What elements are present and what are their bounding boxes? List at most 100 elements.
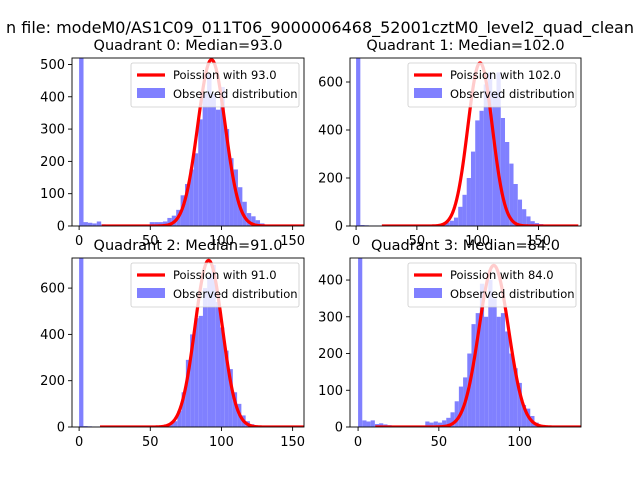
- histogram-bar: [356, 58, 361, 226]
- quadrant-0-plot-area: [79, 58, 304, 226]
- y-tick-label: 200: [318, 172, 343, 187]
- histogram-bar: [220, 87, 225, 226]
- y-tick-label: 400: [318, 124, 343, 139]
- legend-hist-label: Observed distribution: [450, 287, 575, 301]
- histogram-bar: [475, 313, 480, 427]
- quadrant-2-panel: 0 50 100 150 0 200 400 600 Quadrant 2: Median=91…: [40, 238, 305, 450]
- y-tick-label: 200: [40, 155, 65, 170]
- histogram-bar: [488, 280, 493, 427]
- histogram-bar: [96, 221, 102, 226]
- histogram-bar: [202, 288, 208, 427]
- legend-hist-label: Observed distribution: [173, 287, 298, 301]
- y-tick-label: 0: [335, 220, 343, 235]
- y-tick-label: 600: [40, 282, 65, 297]
- histogram-bar: [484, 316, 489, 427]
- histogram-bar: [505, 331, 510, 427]
- histogram-bar: [425, 421, 430, 427]
- x-tick-label: 0: [75, 435, 83, 450]
- legend-hist-label: Observed distribution: [173, 87, 298, 101]
- histogram-bar: [505, 142, 510, 226]
- y-tick-label: 200: [40, 374, 65, 389]
- y-tick-label: 0: [57, 421, 65, 436]
- histogram-bar: [167, 217, 172, 226]
- histogram-bar: [479, 283, 485, 427]
- x-tick-label: 50: [409, 234, 426, 249]
- histogram-bar: [522, 209, 527, 226]
- legend-hist-label: Observed distribution: [450, 87, 575, 101]
- y-tick-label: 100: [318, 384, 343, 399]
- histogram-bar: [449, 220, 454, 226]
- histogram-bar: [360, 225, 365, 226]
- histogram-bar: [458, 386, 464, 427]
- axes-frame: [349, 257, 582, 428]
- x-tick-label: 0: [352, 234, 360, 249]
- histogram-bar: [454, 401, 459, 427]
- histogram-bar: [189, 169, 194, 226]
- x-tick-label: 100: [507, 435, 532, 450]
- histogram-bar: [193, 153, 199, 226]
- histogram-bar: [87, 222, 93, 226]
- quadrant-2-title: Quadrant 2: Median=91.0: [94, 238, 283, 254]
- quadrant-3-panel: 0 50 100 0 100 200 300 400 Quadrant 3: Median=84…: [318, 238, 582, 450]
- quadrant-3-title: Quadrant 3: Median=84.0: [371, 238, 560, 254]
- histogram-bar: [470, 151, 476, 226]
- legend-box: [130, 62, 300, 108]
- histogram-bar: [211, 264, 216, 427]
- histogram-bar: [207, 276, 212, 427]
- legend-bar-swatch: [414, 88, 442, 98]
- y-tick-label: 200: [318, 347, 343, 362]
- y-tick-label: 500: [40, 58, 65, 73]
- histogram-bar: [517, 199, 523, 226]
- histogram-bar: [445, 222, 450, 226]
- histogram-bar: [92, 223, 97, 226]
- histogram-bar: [185, 359, 191, 427]
- histogram-bar: [224, 129, 230, 226]
- histogram-bar: [496, 316, 501, 427]
- histogram-bar: [79, 258, 84, 427]
- y-tick-label: 300: [40, 123, 65, 138]
- histogram-bar: [509, 353, 514, 427]
- histogram-bar: [83, 426, 88, 427]
- histogram-bar: [83, 222, 88, 226]
- histogram-bar: [521, 404, 527, 427]
- histogram-bar: [471, 324, 476, 427]
- x-tick-label: 100: [209, 435, 234, 450]
- histogram-bar: [483, 84, 488, 226]
- legend: Poission with 102.0 Observed distribution: [407, 62, 577, 108]
- histogram-bar: [366, 421, 371, 427]
- legend-bar-swatch: [137, 88, 165, 98]
- poisson-fit-line: [100, 58, 304, 226]
- histogram-bar: [220, 327, 225, 427]
- legend-fit-label: Poission with 91.0: [173, 268, 277, 282]
- histogram-bar: [79, 58, 84, 226]
- legend-box: [407, 262, 577, 308]
- histogram-bar: [177, 410, 182, 427]
- histogram-bar: [442, 420, 447, 427]
- histogram-bar: [458, 206, 463, 226]
- histogram-bar: [224, 350, 229, 427]
- histogram-bar: [215, 301, 221, 427]
- y-tick-label: 0: [335, 421, 343, 436]
- histogram-bar: [198, 119, 203, 226]
- histogram-bar: [198, 315, 203, 427]
- histogram-bar: [255, 220, 261, 226]
- axes-frame: [71, 257, 305, 428]
- histogram-bar: [479, 110, 484, 226]
- y-tick-label: 400: [40, 328, 65, 343]
- histogram-bar: [162, 221, 168, 226]
- histogram-bar: [513, 184, 518, 226]
- histogram-bar: [487, 72, 493, 226]
- histogram-bar: [453, 217, 459, 226]
- histogram-bar: [492, 298, 497, 427]
- histogram-bar: [370, 420, 375, 427]
- histogram-bar: [433, 421, 438, 427]
- histogram-bar: [202, 93, 208, 226]
- y-tick-label: 400: [40, 90, 65, 105]
- histogram-bar: [246, 213, 252, 226]
- histogram-bar: [173, 421, 178, 427]
- histogram-bar: [185, 184, 190, 226]
- x-tick-label: 50: [142, 435, 159, 450]
- histogram-bar: [526, 216, 531, 226]
- histogram-bar: [362, 420, 367, 427]
